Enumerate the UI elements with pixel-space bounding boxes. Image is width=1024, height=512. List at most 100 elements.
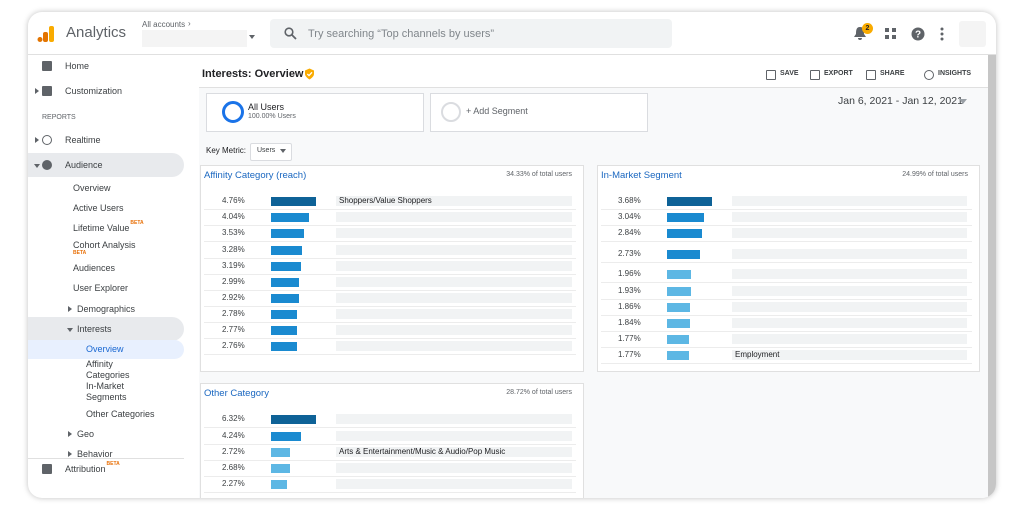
nav-badge: BETA xyxy=(130,220,144,226)
account-label[interactable]: All accounts xyxy=(142,20,186,29)
segment-ring xyxy=(222,101,244,123)
nav-item[interactable]: Overview xyxy=(73,183,111,193)
bar-track xyxy=(336,293,572,303)
dropdown-caret xyxy=(249,35,255,39)
action-icon xyxy=(866,70,876,80)
bar-track xyxy=(336,431,572,441)
nav-divider xyxy=(28,458,184,459)
nav-highlight xyxy=(28,153,184,177)
row-separator xyxy=(204,476,576,477)
panel-share: 28.72% of total users xyxy=(506,389,572,396)
bar xyxy=(667,250,701,259)
row-separator xyxy=(601,331,972,332)
row-percent: 1.84% xyxy=(618,318,641,327)
key-metric-dropdown[interactable] xyxy=(250,143,292,161)
row-name: Employment xyxy=(735,350,780,359)
more-icon[interactable] xyxy=(940,27,944,41)
nav-item[interactable]: Active Users xyxy=(73,203,124,213)
row-separator xyxy=(601,315,972,316)
action-button[interactable]: INSIGHTS xyxy=(938,70,972,77)
nav-item[interactable]: User Explorer xyxy=(73,283,129,293)
app-window: Analytics All accounts › Try searching “… xyxy=(28,12,996,498)
nav-item[interactable]: Affinity Categories xyxy=(86,359,130,380)
row-separator xyxy=(204,274,576,275)
report-title: Interests: Overview xyxy=(202,68,304,80)
nav-item[interactable]: Geo xyxy=(77,429,95,439)
nav-item[interactable]: Cohort Analysis xyxy=(73,240,136,250)
bar-track xyxy=(336,325,572,335)
bar xyxy=(271,342,298,351)
nav-item[interactable]: Audience xyxy=(65,160,103,170)
nav-expand-arrow xyxy=(68,431,72,437)
action-icon xyxy=(924,70,934,80)
nav-item[interactable]: Customization xyxy=(65,86,123,96)
bar-track xyxy=(336,447,572,457)
bar-track xyxy=(732,212,967,222)
bar xyxy=(271,229,305,238)
nav-expand-arrow xyxy=(68,451,72,457)
nav-item[interactable]: Realtime xyxy=(65,135,101,145)
bar xyxy=(271,294,299,303)
panel-share: 34.33% of total users xyxy=(506,171,572,178)
row-separator xyxy=(601,241,972,242)
scrollbar[interactable] xyxy=(988,55,996,498)
search-box[interactable] xyxy=(270,19,672,48)
bar xyxy=(667,319,690,328)
help-icon[interactable]: ? xyxy=(911,27,925,41)
nav-badge: BETA xyxy=(73,250,87,256)
bar xyxy=(667,303,690,312)
nav-expand-arrow xyxy=(35,88,39,94)
key-metric-caret xyxy=(280,149,286,153)
nav-collapse-arrow xyxy=(67,328,73,332)
date-range[interactable]: Jan 6, 2021 - Jan 12, 2021 xyxy=(838,95,963,107)
row-percent: 2.76% xyxy=(222,341,245,350)
nav-item[interactable]: Attribution xyxy=(65,464,106,474)
nav-item[interactable]: Interests xyxy=(77,324,112,334)
row-separator xyxy=(601,225,972,226)
avatar[interactable] xyxy=(959,21,986,47)
date-caret xyxy=(959,99,967,104)
nav-icon-attr xyxy=(42,464,52,474)
nav-item[interactable]: In-Market Segments xyxy=(86,381,127,402)
row-percent: 2.68% xyxy=(222,463,245,472)
bar-track xyxy=(732,302,967,312)
search-icon xyxy=(284,27,297,40)
row-separator xyxy=(204,306,576,307)
nav-badge: BETA xyxy=(106,461,120,467)
bar xyxy=(271,262,302,271)
bar-track xyxy=(732,196,967,206)
bar-track xyxy=(732,334,967,344)
account-selector[interactable] xyxy=(142,30,247,47)
nav-icon-home xyxy=(42,61,52,71)
row-percent: 4.24% xyxy=(222,431,245,440)
row-percent: 6.32% xyxy=(222,414,245,423)
bar xyxy=(271,246,302,255)
top-bar xyxy=(28,12,996,55)
action-button[interactable]: EXPORT xyxy=(824,70,853,77)
action-button[interactable]: SHARE xyxy=(880,70,905,77)
nav-item[interactable]: Audiences xyxy=(73,263,116,273)
nav-item[interactable]: Other Categories xyxy=(86,409,155,419)
row-separator xyxy=(601,347,972,348)
apps-icon[interactable] xyxy=(885,28,896,39)
nav-item[interactable]: Demographics xyxy=(77,304,136,314)
nav-selected xyxy=(28,340,184,359)
row-percent: 2.77% xyxy=(222,325,245,334)
action-button[interactable]: SAVE xyxy=(780,70,799,77)
add-segment-box[interactable] xyxy=(430,93,648,132)
row-separator xyxy=(601,209,972,210)
bar xyxy=(271,480,288,489)
bar-track xyxy=(336,463,572,473)
row-percent: 3.53% xyxy=(222,228,245,237)
row-separator xyxy=(601,262,972,263)
nav-item[interactable]: Behavior xyxy=(77,449,113,459)
row-name: Shoppers/Value Shoppers xyxy=(339,196,432,205)
nav-item[interactable]: Home xyxy=(65,61,90,71)
nav-item[interactable]: Overview xyxy=(86,344,124,354)
key-metric-label: Key Metric: xyxy=(206,146,247,155)
row-percent: 1.86% xyxy=(618,302,641,311)
nav-item: REPORTS xyxy=(42,114,76,121)
product-name: Analytics xyxy=(66,24,127,41)
row-separator xyxy=(204,258,576,259)
nav-item[interactable]: Lifetime Value xyxy=(73,223,130,233)
